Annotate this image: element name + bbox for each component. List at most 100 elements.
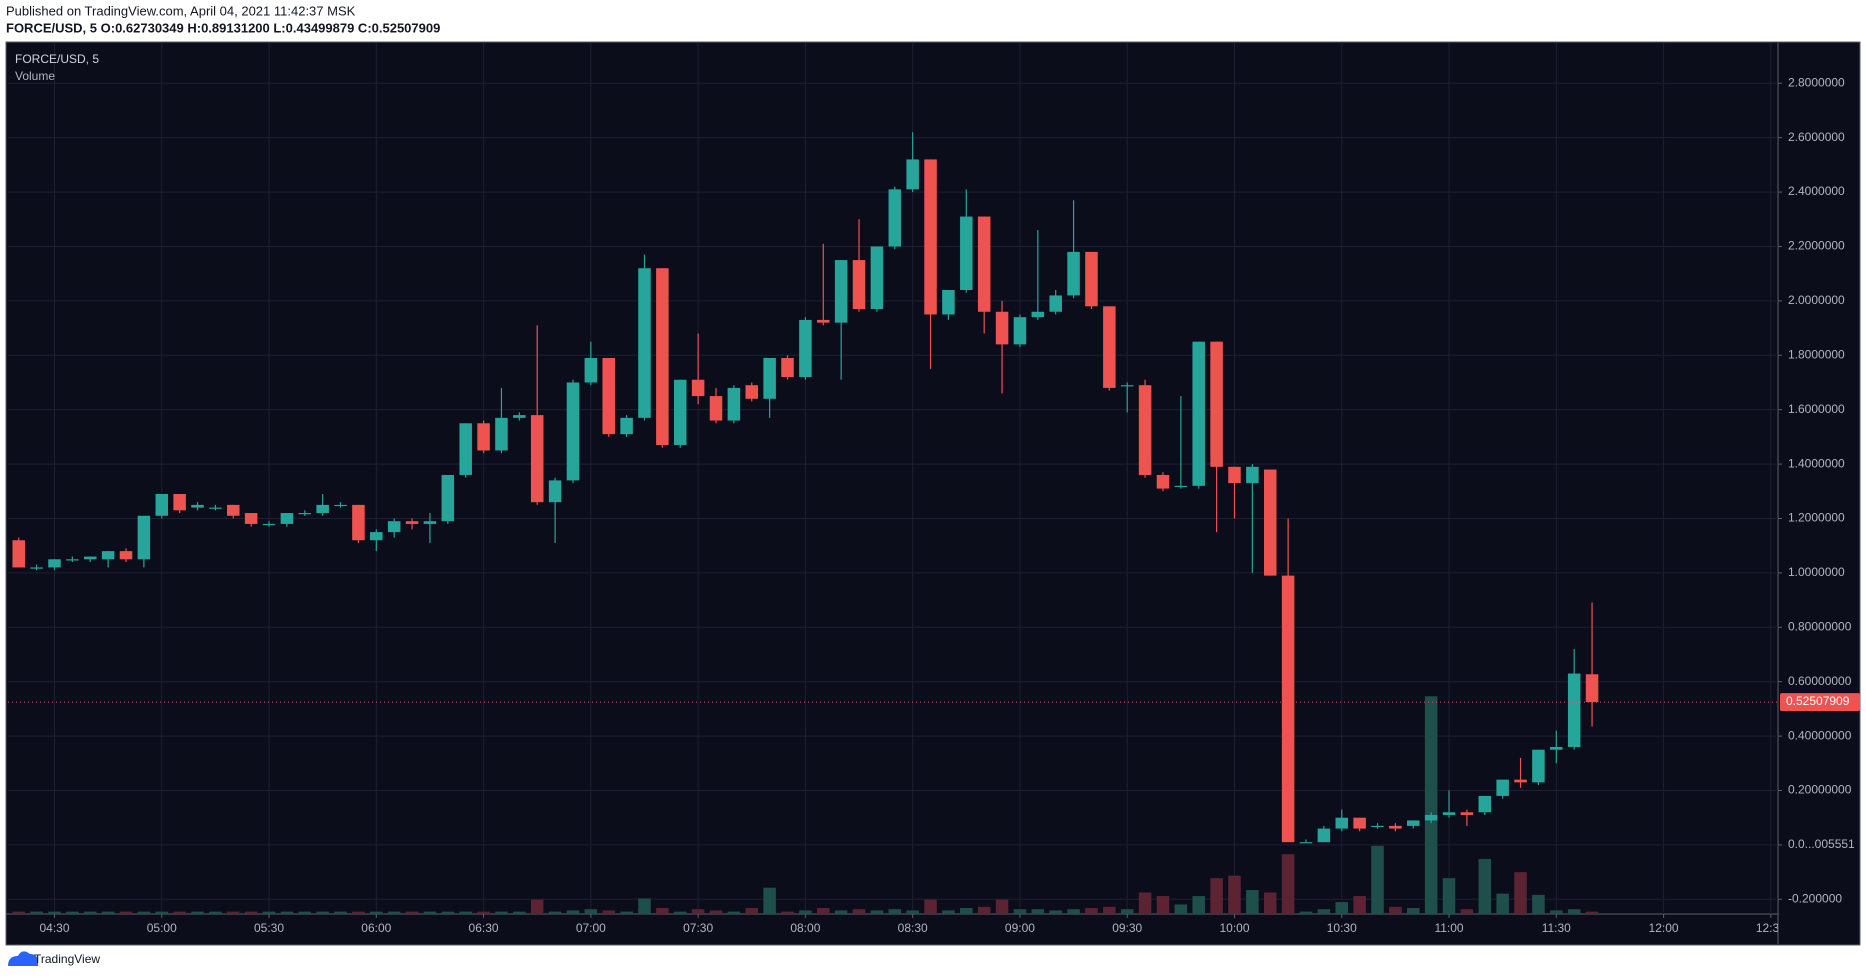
volume-bar bbox=[48, 911, 61, 914]
candle-body bbox=[638, 268, 651, 418]
volume-bar bbox=[781, 911, 794, 914]
candle-body bbox=[513, 415, 526, 418]
volume-bar bbox=[83, 911, 97, 914]
volume-bar bbox=[1299, 911, 1313, 914]
volume-bar bbox=[441, 911, 455, 914]
candle-body bbox=[548, 480, 562, 503]
volume-bar bbox=[1442, 878, 1456, 914]
candle-body bbox=[906, 159, 919, 190]
candle-body bbox=[387, 521, 401, 533]
candle-body bbox=[83, 556, 97, 560]
volume-bar bbox=[1174, 904, 1188, 914]
volume-bar bbox=[209, 911, 222, 914]
y-tick-label: 0.40000000 bbox=[1788, 728, 1852, 742]
volume-bar bbox=[977, 906, 991, 914]
candle-body bbox=[334, 504, 347, 507]
candle-body bbox=[763, 357, 776, 399]
candle-body bbox=[441, 474, 455, 522]
legend-volume: Volume bbox=[15, 69, 55, 83]
x-tick-label: 04:30 bbox=[39, 921, 69, 935]
last-price-box bbox=[1780, 693, 1860, 712]
candle-body bbox=[620, 417, 633, 435]
x-tick-label: 07:30 bbox=[683, 921, 713, 935]
candle-body bbox=[1514, 779, 1527, 783]
volume-bar bbox=[1085, 908, 1098, 914]
candle-body bbox=[781, 357, 794, 378]
candle-body bbox=[852, 260, 866, 310]
volume-bar bbox=[1371, 845, 1384, 914]
volume-bar bbox=[1281, 854, 1295, 914]
volume-bar bbox=[834, 910, 848, 914]
volume-bar bbox=[298, 911, 312, 914]
x-tick-label: 05:30 bbox=[254, 921, 284, 935]
y-tick-label: 2.6000000 bbox=[1788, 130, 1845, 144]
volume-bar bbox=[1013, 909, 1027, 914]
candle-body bbox=[298, 513, 312, 515]
candle-body bbox=[1299, 842, 1313, 844]
volume-bar bbox=[495, 911, 508, 914]
candle-body bbox=[1585, 674, 1599, 703]
volume-bar bbox=[530, 899, 544, 914]
volume-bar bbox=[709, 910, 723, 914]
volume-bar bbox=[1585, 911, 1599, 914]
y-tick-label: 0.60000000 bbox=[1788, 674, 1852, 688]
candle-body bbox=[1335, 817, 1349, 829]
volume-bar bbox=[656, 908, 669, 914]
volume-bar bbox=[870, 910, 884, 914]
candle-body bbox=[352, 504, 365, 541]
candle-body bbox=[1210, 341, 1223, 467]
candle-body bbox=[530, 415, 544, 503]
candle-body bbox=[799, 319, 812, 378]
candle-body bbox=[1246, 466, 1259, 484]
volume-bar bbox=[1156, 896, 1170, 914]
candle-body bbox=[924, 159, 937, 315]
footer-brand: TradingView bbox=[34, 952, 100, 966]
candle-body bbox=[1103, 306, 1116, 388]
volume-bar bbox=[1514, 872, 1527, 914]
time-axis: 04:30 05:00 05:30 06:00 06:30 07:00 07:30 08:00… bbox=[39, 914, 1778, 935]
candle-body bbox=[1263, 469, 1277, 576]
x-tick-label: 06:30 bbox=[469, 921, 499, 935]
candle-body bbox=[1120, 385, 1134, 387]
volume-bar bbox=[852, 909, 866, 914]
candle-body bbox=[119, 551, 133, 560]
candle-body bbox=[1013, 317, 1027, 345]
volume-bar bbox=[1335, 902, 1349, 914]
candle-body bbox=[1031, 311, 1045, 318]
candle-body bbox=[370, 532, 383, 541]
candle-body bbox=[101, 551, 115, 560]
volume-bar bbox=[799, 910, 812, 914]
volume-bar bbox=[387, 911, 401, 914]
candle-body bbox=[995, 311, 1009, 345]
candle-body bbox=[459, 423, 472, 475]
x-tick-label: 10:00 bbox=[1219, 921, 1249, 935]
volume-bar bbox=[727, 911, 741, 914]
volume-bar bbox=[1228, 875, 1241, 914]
candle-body bbox=[566, 382, 580, 481]
x-tick-label: 10:30 bbox=[1327, 921, 1357, 935]
x-tick-label: 09:00 bbox=[1005, 921, 1035, 935]
volume-bar bbox=[370, 911, 383, 914]
volume-bar bbox=[888, 909, 902, 914]
logo-icon bbox=[8, 951, 38, 966]
y-tick-label: 2.8000000 bbox=[1788, 75, 1845, 89]
volume-layer bbox=[12, 696, 1599, 914]
x-tick-label: 05:00 bbox=[147, 921, 177, 935]
candle-body bbox=[209, 507, 222, 509]
volume-bar bbox=[119, 911, 133, 914]
y-tick-label: 1.2000000 bbox=[1788, 511, 1845, 525]
candle-body bbox=[280, 513, 294, 524]
volume-bar bbox=[459, 911, 472, 914]
volume-bar bbox=[1263, 892, 1277, 914]
candle-body bbox=[155, 494, 169, 516]
candle-body bbox=[1138, 385, 1152, 475]
volume-bar bbox=[942, 910, 955, 914]
candle-body bbox=[1228, 466, 1241, 484]
candle-body bbox=[173, 494, 186, 511]
volume-bar bbox=[1407, 908, 1420, 914]
candle-body bbox=[1407, 820, 1420, 826]
volume-bar bbox=[66, 911, 79, 914]
x-tick-label: 09:30 bbox=[1112, 921, 1142, 935]
candle-body bbox=[262, 523, 276, 526]
